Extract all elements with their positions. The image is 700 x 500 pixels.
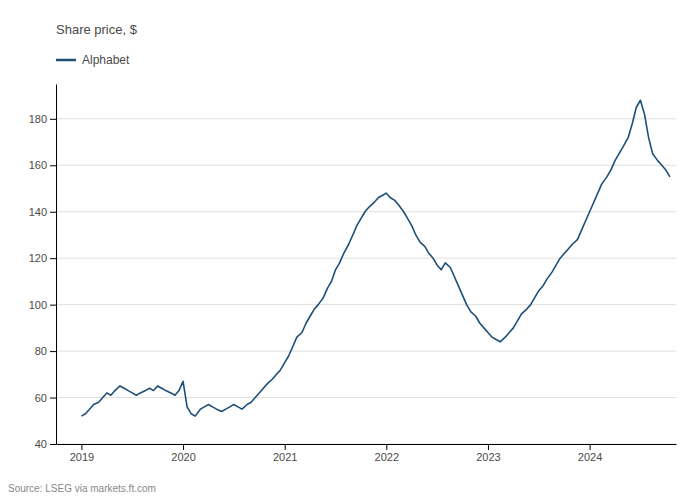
x-tick-mark	[386, 444, 387, 450]
x-tick-label: 2022	[375, 451, 399, 463]
y-tick-label: 100	[29, 299, 47, 311]
y-axis: 40 60 80 100 120 140 160 180	[29, 85, 57, 451]
y-tick-label: 140	[29, 206, 47, 218]
x-tick: 2023	[476, 444, 500, 463]
y-tick: 100	[29, 299, 56, 311]
y-tick-label: 120	[29, 252, 47, 264]
y-tick-mark	[50, 258, 56, 259]
y-tick-mark	[50, 165, 56, 166]
y-tick-mark	[50, 212, 56, 213]
grid-line	[56, 351, 676, 352]
plot-area	[81, 100, 669, 416]
y-axis-line	[56, 85, 57, 445]
y-tick-mark	[50, 305, 56, 306]
x-tick: 2019	[70, 444, 94, 463]
y-tick-mark	[50, 351, 56, 352]
y-tick-label: 80	[35, 345, 47, 357]
x-tick-mark	[183, 444, 184, 450]
grid-line	[56, 165, 676, 166]
legend-label: Alphabet	[82, 53, 130, 67]
y-tick: 160	[29, 159, 56, 171]
x-tick: 2022	[375, 444, 399, 463]
x-axis: 2019 2020 2021 2022 2023 2024	[57, 444, 677, 463]
grid-line	[56, 397, 676, 398]
x-tick-mark	[590, 444, 591, 450]
y-tick: 60	[35, 392, 56, 404]
x-tick-mark	[488, 444, 489, 450]
y-tick: 120	[29, 252, 56, 264]
x-tick: 2021	[273, 444, 297, 463]
x-tick-label: 2019	[70, 451, 94, 463]
legend-swatch	[56, 59, 76, 62]
x-tick: 2020	[171, 444, 195, 463]
y-tick-label: 160	[29, 159, 47, 171]
y-axis-title: Share price, $	[56, 22, 138, 37]
y-tick-label: 180	[29, 113, 47, 125]
x-tick-label: 2021	[273, 451, 297, 463]
legend: Alphabet	[56, 53, 130, 67]
y-tick-mark	[50, 444, 56, 445]
x-tick-label: 2020	[171, 451, 195, 463]
y-tick: 140	[29, 206, 56, 218]
legend-item: Alphabet	[56, 53, 130, 67]
y-tick: 40	[35, 438, 56, 450]
y-tick-label: 40	[35, 438, 47, 450]
x-axis-line	[57, 444, 677, 445]
y-tick-mark	[50, 398, 56, 399]
x-tick-mark	[81, 444, 82, 450]
y-tick-mark	[50, 119, 56, 120]
y-tick: 80	[35, 345, 56, 357]
line	[81, 100, 669, 416]
y-tick: 180	[29, 113, 56, 125]
source-note: Source: LSEG via markets.ft.com	[8, 483, 156, 494]
x-tick: 2024	[578, 444, 602, 463]
x-tick-label: 2023	[476, 451, 500, 463]
grid-line	[56, 118, 676, 119]
grid-line	[56, 304, 676, 305]
grid-line	[56, 444, 676, 445]
y-tick-label: 60	[35, 392, 47, 404]
x-tick-mark	[285, 444, 286, 450]
grid-line	[56, 258, 676, 259]
chart: 2019 2020 2021 2022 2023 2024 40 60 80 100 120 140 1…	[0, 0, 700, 500]
grid	[56, 119, 676, 444]
x-tick-label: 2024	[578, 451, 602, 463]
